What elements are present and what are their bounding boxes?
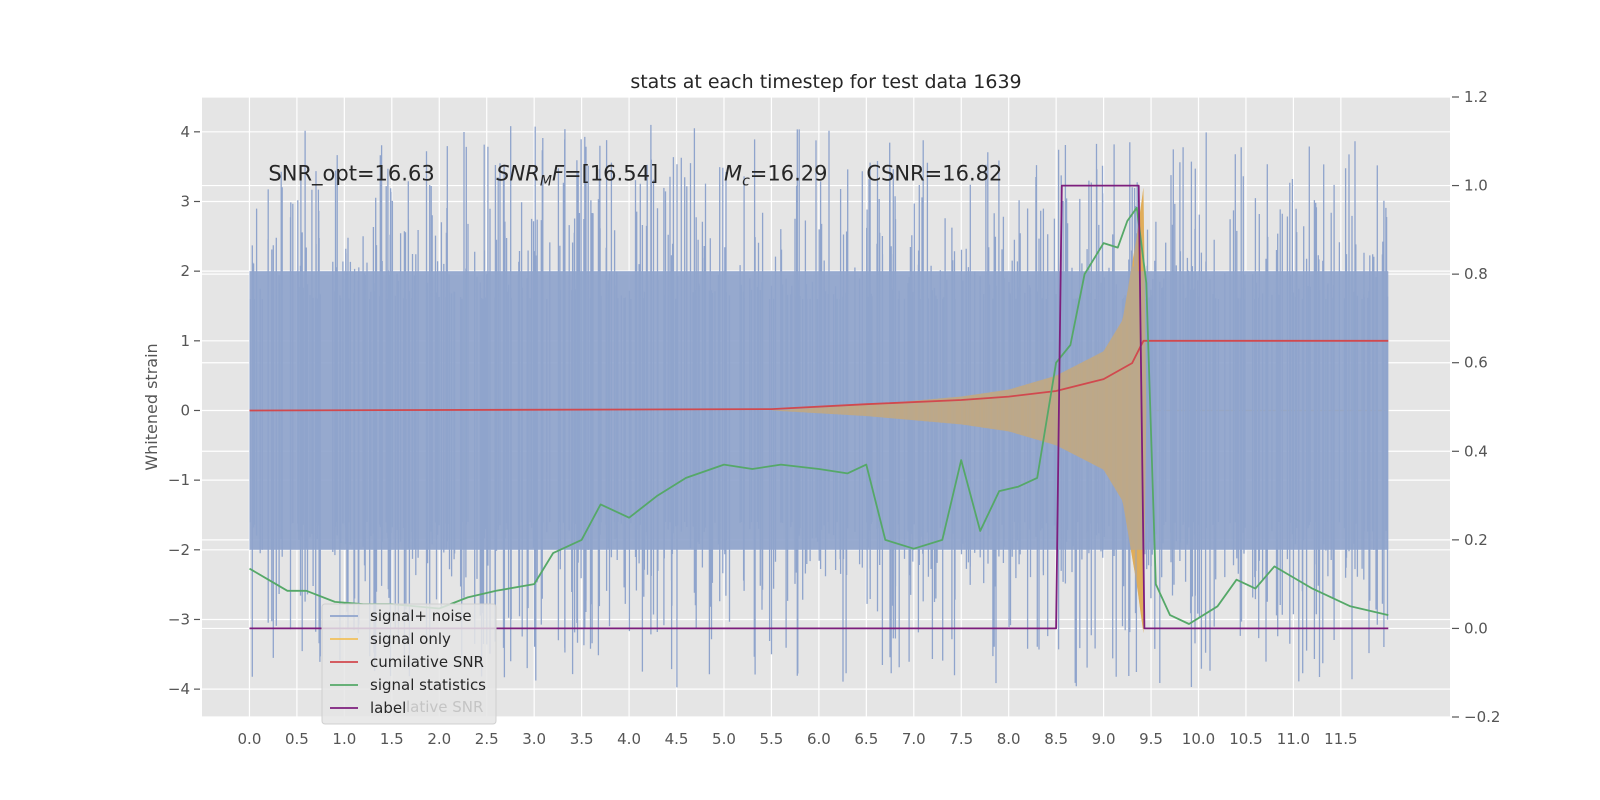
legend: lative SNR signal+ noise signal only cumila… [321,603,497,725]
x-tick-label: 5.5 [760,730,784,748]
y-tick-label: 1 [180,332,190,350]
x-tick-label: 9.0 [1092,730,1116,748]
signal-statistics-line [249,206,1389,625]
y-axis-label: Whitened strain [142,343,161,470]
x-tick-label: 7.0 [902,730,926,748]
x-tick-label: 0.0 [238,730,262,748]
x-tick-label: 4.0 [617,730,641,748]
signal-only-envelope-overlay [771,187,1147,634]
x-tick-label: 9.5 [1139,730,1163,748]
y2-tick-label: 0.2 [1464,531,1488,549]
x-tick-label: 6.0 [807,730,831,748]
y2-tick-label: 0.6 [1464,354,1488,372]
x-tick-label: 4.5 [665,730,689,748]
y-tick-label: −2 [168,541,190,559]
x-tick-label: 8.0 [997,730,1021,748]
cumulative-snr-line [249,339,1389,412]
right-axis-ticks: −0.2 0.0 0.2 0.4 0.6 0.8 1.0 1.2 [1452,88,1500,726]
x-axis-ticks: 0.0 0.5 1.0 1.5 2.0 2.5 3.0 3.5 4.0 4.5 5.0 5.5 6.0 6… [238,730,1358,748]
x-tick-label: 2.0 [427,730,451,748]
chart-title: stats at each timestep for test data 163… [630,71,1021,93]
y2-tick-label: 0.0 [1464,619,1488,637]
y-axis-ticks: −4 −3 −2 −1 0 1 2 3 4 [168,123,200,698]
legend-entry: cumilative SNR [370,653,484,671]
legend-entry: label [370,699,406,717]
annotations: SNR_opt=16.63 SNRMF=[16.54] Mc=16.29 CSNR=1… [268,162,1002,190]
legend-entry: signal only [370,630,451,648]
y-tick-label: −4 [168,680,190,698]
annotation-csnr: CSNR=16.82 [866,162,1002,186]
legend-overlapped-text: lative SNR [406,698,483,716]
y2-tick-label: 0.8 [1464,265,1488,283]
x-tick-label: 1.0 [332,730,356,748]
y2-tick-label: 1.0 [1464,177,1488,195]
x-tick-label: 0.5 [285,730,309,748]
x-tick-label: 10.0 [1182,730,1215,748]
legend-box [321,603,497,725]
x-tick-label: 11.0 [1277,730,1310,748]
y-tick-label: 3 [180,192,190,210]
y-tick-label: −1 [168,471,190,489]
y-tick-label: 0 [180,401,190,419]
legend-entry: signal statistics [370,676,486,694]
annotation-snr-opt: SNR_opt=16.63 [268,162,434,187]
label-line [249,184,1389,630]
y2-tick-label: 1.2 [1464,88,1488,106]
x-tick-label: 6.5 [854,730,878,748]
legend-entry: signal+ noise [370,607,472,625]
annotation-chirp-mass: Mc=16.29 [724,162,828,190]
y-tick-label: 2 [180,262,190,280]
x-tick-label: 2.5 [475,730,499,748]
x-tick-label: 11.5 [1324,730,1357,748]
x-tick-label: 1.5 [380,730,404,748]
y2-tick-label: 0.4 [1464,442,1488,460]
line-series [249,184,1389,630]
x-tick-label: 8.5 [1044,730,1068,748]
y2-tick-label: −0.2 [1464,708,1500,726]
x-tick-label: 5.0 [712,730,736,748]
x-tick-label: 10.5 [1229,730,1262,748]
x-tick-label: 7.5 [949,730,973,748]
annotation-snr-mf: SNRMF=[16.54] [496,162,658,190]
x-tick-label: 3.5 [570,730,594,748]
x-tick-label: 3.0 [522,730,546,748]
y-tick-label: −3 [168,610,190,628]
y-tick-label: 4 [180,123,190,141]
